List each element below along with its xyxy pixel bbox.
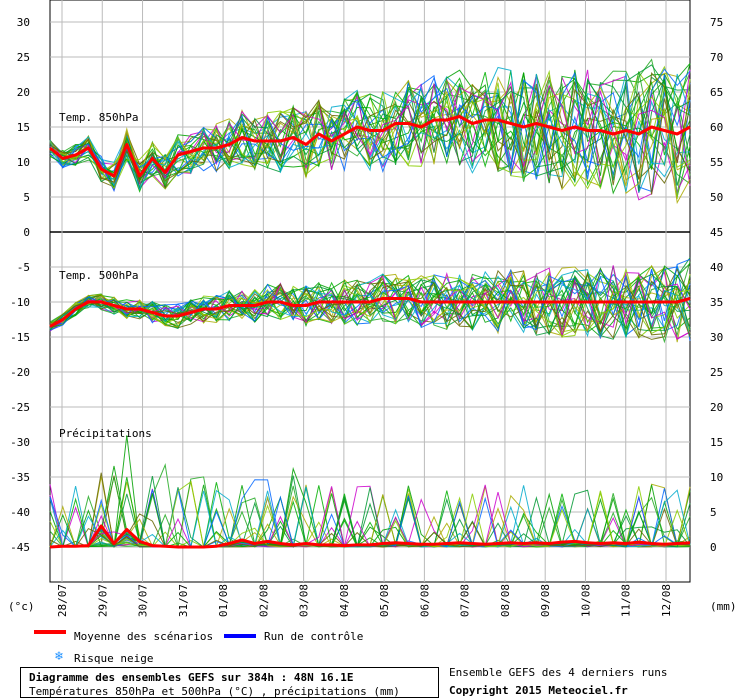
date-tick-label: 28/07 — [56, 584, 69, 617]
y-tick-label-right: 45 — [710, 226, 723, 239]
y-tick-label-right: 65 — [710, 86, 723, 99]
y-tick-label-right: 15 — [710, 436, 723, 449]
y-tick-label-right: 35 — [710, 296, 723, 309]
y-tick-label-right: 0 — [710, 541, 717, 554]
ensemble-member-line — [49, 77, 691, 192]
y-tick-label-left: -40 — [10, 506, 30, 519]
control-legend-swatch — [224, 634, 256, 638]
ensemble-credit: Ensemble GEFS des 4 derniers runs — [449, 666, 668, 679]
ensemble-member-line — [49, 71, 691, 189]
mean-series-line — [49, 115, 691, 178]
date-tick-label: 29/07 — [96, 584, 109, 617]
ensemble-member-line — [49, 274, 691, 330]
y-tick-label-left: 25 — [17, 51, 30, 64]
ensemble-member-line — [49, 273, 691, 336]
ensemble-member-line — [49, 264, 691, 339]
y-tick-label-right: 10 — [710, 471, 723, 484]
diagram-title: Diagramme des ensembles GEFS sur 384h : … — [29, 671, 354, 684]
date-tick-label: 04/08 — [338, 584, 351, 617]
y-tick-label-left: -25 — [10, 401, 30, 414]
y-tick-label-left: 0 — [23, 226, 30, 239]
mean-series-line — [49, 524, 691, 549]
ensemble-member-line — [49, 266, 691, 341]
ensemble-members-group — [49, 257, 691, 344]
date-tick-label: 31/07 — [177, 584, 190, 617]
y-tick-label-right: 20 — [710, 401, 723, 414]
y-tick-label-left: -10 — [10, 296, 30, 309]
y-tick-label-left: -5 — [17, 261, 30, 274]
y-tick-label-left: -30 — [10, 436, 30, 449]
date-tick-label: 08/08 — [499, 584, 512, 617]
y-tick-label-left: 15 — [17, 121, 30, 134]
ensemble-member-line — [49, 267, 691, 337]
snow-legend-label: Risque neige — [74, 652, 154, 665]
ensemble-member-line — [49, 81, 691, 193]
date-tick-label: 10/08 — [579, 584, 592, 617]
mean-series-line — [49, 297, 691, 328]
date-tick-label: 11/08 — [620, 584, 633, 617]
y-tick-label-left: 5 — [23, 191, 30, 204]
y-tick-label-right: 25 — [710, 366, 723, 379]
y-tick-label-left: 30 — [17, 16, 30, 29]
date-tick-label: 03/08 — [298, 584, 311, 617]
ensemble-diagram: 28/07 29/07 30/07 31/07 01/08 02/08 03/08 04/08… — [8, 0, 737, 617]
y-tick-label-left: -35 — [10, 471, 30, 484]
date-tick-label: 09/08 — [539, 584, 552, 617]
date-tick-label: 12/08 — [660, 584, 673, 617]
date-tick-label: 06/08 — [418, 584, 431, 617]
y-tick-label-left: -15 — [10, 331, 30, 344]
date-tick-label: 02/08 — [257, 584, 270, 617]
date-tick-label: 30/07 — [137, 584, 150, 617]
y-tick-label-right: 50 — [710, 191, 723, 204]
diagram-subtitle: Températures 850hPa et 500hPa (°C) , pré… — [29, 685, 400, 698]
ensemble-member-line — [49, 265, 691, 340]
mean-legend-swatch — [34, 630, 66, 634]
right-unit-label: (mm) — [710, 600, 737, 613]
y-tick-label-left: -45 — [10, 541, 30, 554]
panel-title: Précipitations — [59, 427, 152, 440]
date-tick-label: 05/08 — [378, 584, 391, 617]
y-tick-label-right: 60 — [710, 121, 723, 134]
control-legend-label: Run de contrôle — [264, 630, 364, 643]
date-tick-label: 07/08 — [459, 584, 472, 617]
y-tick-label-right: 75 — [710, 16, 723, 29]
y-tick-label-right: 40 — [710, 261, 723, 274]
ensemble-member-line — [49, 270, 691, 340]
y-tick-label-right: 70 — [710, 51, 723, 64]
mean-legend-label: Moyenne des scénarios — [74, 630, 214, 643]
date-tick-label: 01/08 — [217, 584, 230, 617]
y-tick-label-left: 20 — [17, 86, 30, 99]
y-tick-label-left: -20 — [10, 366, 30, 379]
left-unit-label: (°c) — [8, 600, 35, 613]
y-tick-label-left: 10 — [17, 156, 30, 169]
ensemble-member-line — [49, 269, 691, 340]
y-tick-label-right: 5 — [710, 506, 717, 519]
y-tick-label-right: 30 — [710, 331, 723, 344]
panel-title: Temp. 850hPa — [59, 111, 138, 124]
y-tick-label-right: 55 — [710, 156, 723, 169]
panel-title: Temp. 500hPa — [59, 269, 138, 282]
copyright-credit: Copyright 2015 Meteociel.fr — [449, 684, 628, 697]
info-box: Diagramme des ensembles GEFS sur 384h : … — [20, 667, 439, 698]
snowflake-icon: ❄ — [55, 649, 63, 664]
ensemble-member-line — [49, 69, 691, 192]
ensemble-member-line — [49, 90, 691, 190]
ensemble-member-line — [49, 63, 691, 180]
